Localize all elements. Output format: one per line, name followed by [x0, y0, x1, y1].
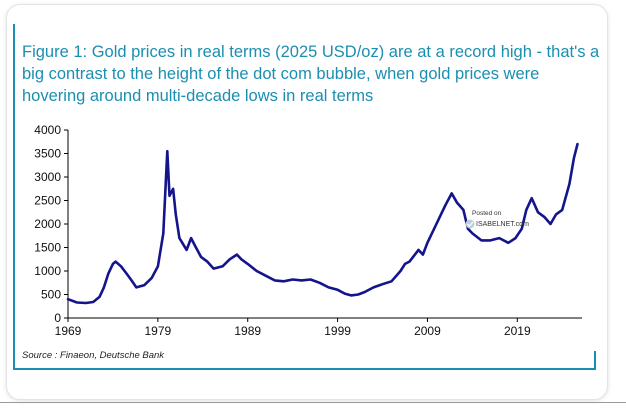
watermark: Posted on ISABELNET.com: [465, 210, 529, 229]
chart-title: Figure 1: Gold prices in real terms (202…: [22, 41, 600, 107]
x-tick-label: 2019: [504, 324, 531, 338]
y-tick-label: 3500: [34, 147, 61, 161]
frame-bottom-rule: [13, 368, 596, 370]
chart-title-line-3: hovering around multi-decade lows in rea…: [22, 87, 374, 105]
x-tick-label: 1989: [234, 324, 261, 338]
y-tick-label: 500: [41, 288, 61, 302]
x-tick-label: 1969: [55, 324, 82, 338]
chart-axes: 0 500 1000 1500 2000 2500 3000 3500 4000 1969 1979…: [34, 123, 582, 338]
chart-title-line-1: Figure 1: Gold prices in real terms (202…: [22, 43, 600, 61]
chart-card: [6, 4, 608, 400]
y-tick-label: 2500: [34, 194, 61, 208]
x-tick-label: 1999: [324, 324, 351, 338]
x-tick-label: 1979: [145, 324, 172, 338]
watermark-line-1: Posted on: [472, 210, 502, 217]
y-tick-label: 2000: [34, 217, 61, 231]
chart-plot-area: [66, 142, 579, 305]
series-line-0: [66, 142, 579, 305]
watermark-check-icon: [467, 221, 474, 227]
frame-left-rule: [13, 24, 15, 370]
watermark-logo-icon: [465, 219, 475, 229]
source-note: Source : Finaeon, Deutsche Bank: [22, 350, 165, 361]
page-bottom-divider: [0, 402, 626, 403]
watermark-line-2: ISABELNET.com: [476, 221, 529, 228]
chart-title-line-2: big contrast to the height of the dot co…: [22, 65, 540, 83]
y-tick-label: 4000: [34, 123, 61, 137]
y-tick-label: 0: [54, 311, 61, 325]
frame-right-rule: [594, 351, 596, 370]
y-tick-label: 1000: [34, 264, 61, 278]
y-tick-label: 3000: [34, 170, 61, 184]
x-tick-label: 2009: [414, 324, 441, 338]
y-tick-label: 1500: [34, 241, 61, 255]
